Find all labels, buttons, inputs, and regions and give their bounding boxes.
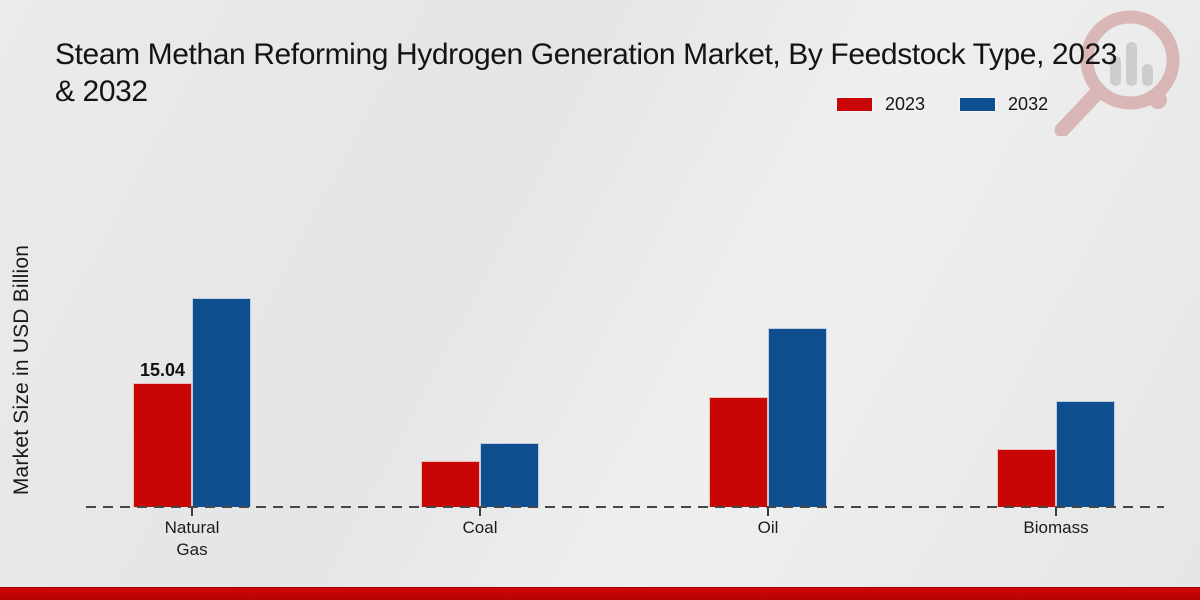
legend-label-2032: 2032 [1008, 94, 1049, 114]
axis-tick [479, 507, 481, 516]
category-label-natural-gas: Natural Gas [164, 518, 220, 559]
bar-biomass-2032 [1056, 401, 1115, 507]
bar-natural-gas-2032 [192, 298, 251, 507]
category-label-oil: Oil [757, 518, 779, 537]
bar-oil-2023 [709, 397, 768, 507]
chart-legend: 2023 2032 [836, 94, 1048, 115]
bar-group-biomass [912, 0, 1200, 507]
chart-title: Steam Methan Reforming Hydrogen Generati… [55, 36, 1200, 110]
bar-group-oil [624, 0, 912, 507]
y-axis-label: Market Size in USD Billion [10, 244, 33, 496]
plot-area: 15.04 [48, 0, 1200, 507]
axis-tick [191, 507, 193, 516]
legend-item-2032: 2032 [959, 94, 1048, 115]
bar-oil-2032 [768, 328, 827, 507]
bar-group-natural-gas: 15.04 [48, 0, 336, 507]
legend-swatch-2032 [959, 97, 997, 112]
bar-biomass-2023 [997, 449, 1056, 507]
chart-title-line2: & 2032 [55, 75, 148, 108]
legend-item-2023: 2023 [836, 94, 925, 115]
chart-title-line1: Steam Methan Reforming Hydrogen Generati… [55, 38, 1118, 71]
footer-red-band [0, 587, 1200, 600]
axis-cell-oil: Oil [624, 507, 912, 561]
bar-value-label: 15.04 [139, 360, 186, 380]
bar-coal-2032 [480, 443, 539, 507]
category-label-biomass: Biomass [1023, 518, 1089, 537]
legend-label-2023: 2023 [885, 94, 926, 114]
axis-tick [767, 507, 769, 516]
axis-cell-coal: Coal [336, 507, 624, 561]
legend-swatch-2023 [836, 97, 873, 112]
x-axis-labels: Natural Gas Coal Oil Biomass [48, 507, 1200, 561]
axis-tick [1055, 507, 1057, 516]
bar-natural-gas-2023: 15.04 [133, 360, 192, 507]
bar-coal-2023 [421, 461, 480, 507]
axis-cell-biomass: Biomass [912, 507, 1200, 561]
category-label-coal: Coal [462, 518, 498, 537]
axis-cell-natural-gas: Natural Gas [48, 507, 336, 561]
bar-group-coal [336, 0, 624, 507]
x-axis-baseline [86, 506, 1164, 508]
